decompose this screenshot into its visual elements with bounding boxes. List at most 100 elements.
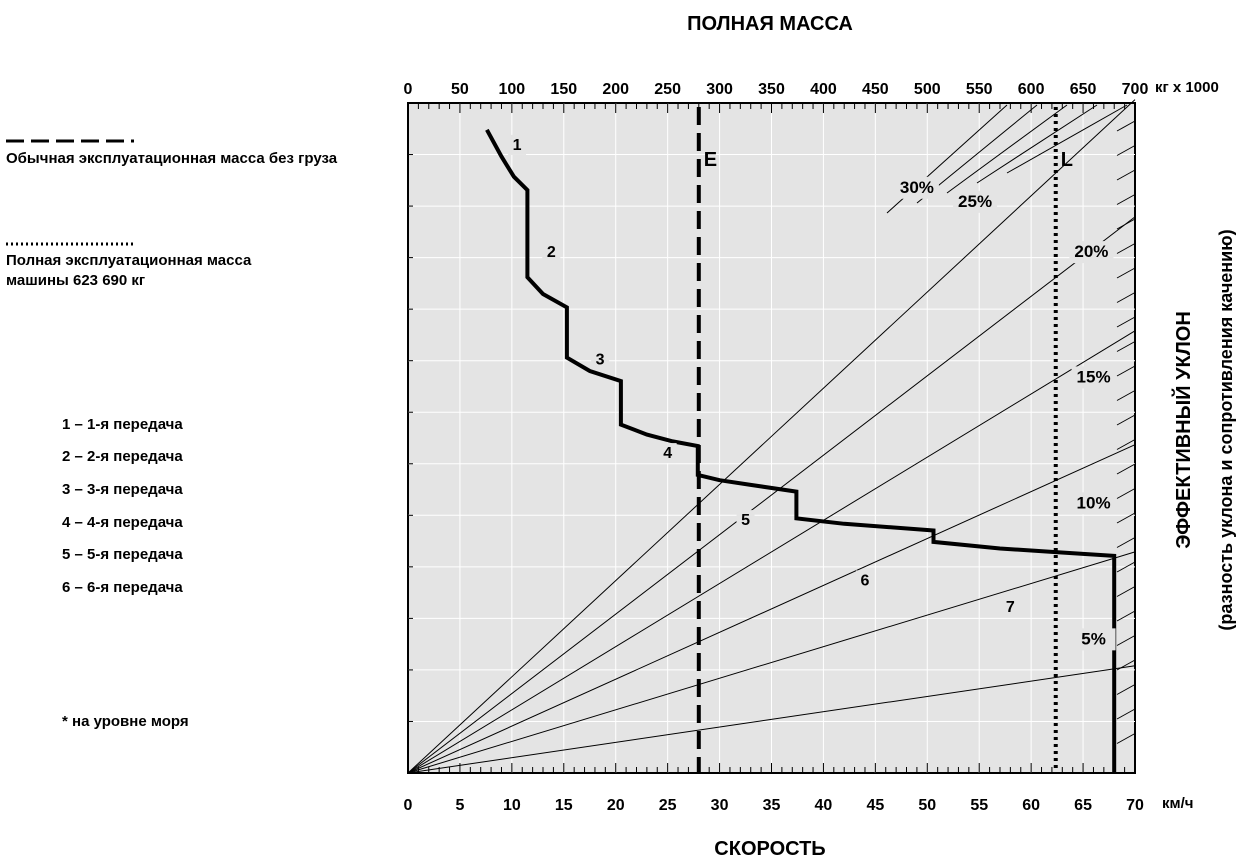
edge-hatch-stroke: [1116, 733, 1136, 744]
grade-label-bg: [1071, 628, 1116, 651]
grade-label: 15%: [1077, 367, 1111, 386]
y-axis-label: ЭФФЕКТИВНЫЙ УКЛОН: [1171, 311, 1195, 549]
marker-label: E: [704, 149, 717, 171]
gear-legend-item: 2 – 2-я передача: [62, 448, 183, 465]
bottom-tick-labels: 0 5 10 15 20 25 30 35 40 45 50 55 60 65 70: [404, 797, 1144, 814]
gear-label-bg: [1001, 597, 1020, 618]
gear-label: 2: [547, 244, 556, 261]
left-axis-ticks: [408, 154, 413, 722]
grade-line: [407, 216, 1136, 774]
bottom-tick-label: 55: [970, 797, 988, 814]
gear-label-bg: [736, 510, 755, 531]
grid-vertical: [459, 103, 1084, 773]
grade-hatch-line: [976, 104, 1098, 184]
grade-label: 25%: [958, 192, 992, 211]
top-tick-label: 0: [404, 81, 413, 98]
edge-hatch-stroke: [1116, 218, 1136, 230]
bottom-tick-label: 60: [1022, 797, 1040, 814]
edge-hatch-stroke: [1116, 341, 1136, 352]
grade-label-bg: [1071, 492, 1116, 515]
edge-hatch-stroke: [1116, 684, 1136, 695]
top-tick-label: 200: [602, 81, 629, 98]
grade-line: [407, 444, 1136, 774]
grade-hatch-line: [1006, 104, 1128, 174]
gear-label: 4: [663, 445, 672, 462]
grade-labels: 30% 25% 20% 15% 10% 5%: [894, 176, 1116, 651]
grade-label-bg: [953, 190, 998, 213]
grade-label: 20%: [1074, 242, 1108, 261]
gear-label: 1: [513, 137, 522, 154]
gear-legend-item: 4 – 4-я передача: [62, 514, 183, 531]
legend-full-mass-line1: Полная эксплуатационная масса: [6, 252, 252, 269]
top-tick-label: 500: [914, 81, 941, 98]
bottom-tick-label: 40: [815, 797, 833, 814]
edge-hatch-stroke: [1116, 243, 1136, 254]
gear-label: 5: [741, 512, 750, 529]
top-tick-label: 100: [499, 81, 526, 98]
edge-hatch-stroke: [1116, 169, 1136, 181]
bottom-tick-label: 25: [659, 797, 677, 814]
gear-label-bg: [855, 570, 874, 591]
grade-label-bg: [1069, 241, 1114, 264]
top-axis-ticks: [407, 103, 1136, 113]
grade-line: [407, 99, 1136, 774]
edge-hatch-stroke: [1116, 267, 1136, 279]
edge-hatch-stroke: [1116, 512, 1136, 524]
bottom-tick-label: 15: [555, 797, 573, 814]
edge-hatch-stroke: [1116, 561, 1136, 573]
gear-legend-item: 6 – 6-я передача: [62, 579, 183, 596]
edge-hatch-stroke: [1116, 439, 1136, 450]
top-tick-label: 450: [862, 81, 889, 98]
edge-hatch-stroke: [1116, 586, 1136, 597]
edge-hatch-stroke: [1116, 365, 1136, 377]
edge-hatch-stroke: [1116, 708, 1136, 720]
edge-hatch-stroke: [1116, 120, 1136, 132]
top-tick-label: 700: [1122, 81, 1149, 98]
gear-label: 6: [861, 572, 870, 589]
grade-lines: [407, 99, 1136, 774]
edge-hatch-stroke: [1116, 414, 1136, 426]
edge-hatch-stroke: [1116, 659, 1136, 671]
top-tick-label: 250: [654, 81, 681, 98]
gear-legend-item: 1 – 1-я передача: [62, 416, 183, 433]
top-tick-label: 350: [758, 81, 785, 98]
top-tick-label: 50: [451, 81, 469, 98]
grade-hatch-line: [946, 104, 1068, 194]
top-tick-label: 300: [706, 81, 733, 98]
edge-hatch-stroke: [1116, 145, 1136, 156]
sea-level-note: * на уровне моря: [62, 713, 189, 730]
legend-full-mass-line2: машины 623 690 кг: [6, 272, 146, 289]
gear-label-bg: [591, 349, 610, 370]
rimpull-curve-group: [485, 128, 1117, 773]
bottom-axis-ticks: [407, 763, 1136, 773]
gear-label-bg: [508, 134, 527, 155]
grade-line: [407, 551, 1136, 774]
gear-label-bg: [542, 242, 561, 263]
top-unit-label: кг x 1000: [1155, 79, 1219, 96]
bottom-tick-label: 5: [455, 797, 464, 814]
legend-empty-mass: Обычная эксплуатационная масса без груза: [6, 150, 338, 167]
grade-line: [407, 330, 1136, 774]
chart-title: ПОЛНАЯ МАССА: [687, 13, 853, 35]
bottom-tick-label: 20: [607, 797, 625, 814]
grade-line: [407, 665, 1136, 774]
top-tick-label: 600: [1018, 81, 1045, 98]
edge-hatch-stroke: [1116, 488, 1136, 499]
top-tick-label: 150: [550, 81, 577, 98]
gear-legend-item: 3 – 3-я передача: [62, 481, 183, 498]
gear-labels: 1 2 3 4 5 6 7: [508, 134, 1020, 618]
bottom-tick-label: 65: [1074, 797, 1092, 814]
bottom-tick-label: 50: [918, 797, 936, 814]
edge-hatch-stroke: [1116, 316, 1136, 328]
edge-hatch-stroke: [1116, 194, 1136, 205]
bottom-tick-label: 30: [711, 797, 729, 814]
grade-label-bg: [894, 176, 939, 199]
grade-label: 30%: [900, 178, 934, 197]
grid-horizontal: [408, 154, 1135, 722]
gear-label: 7: [1006, 599, 1015, 616]
x-axis-label: СКОРОСТЬ: [714, 838, 825, 860]
edge-hatch-stroke: [1116, 463, 1136, 475]
top-tick-label: 400: [810, 81, 837, 98]
